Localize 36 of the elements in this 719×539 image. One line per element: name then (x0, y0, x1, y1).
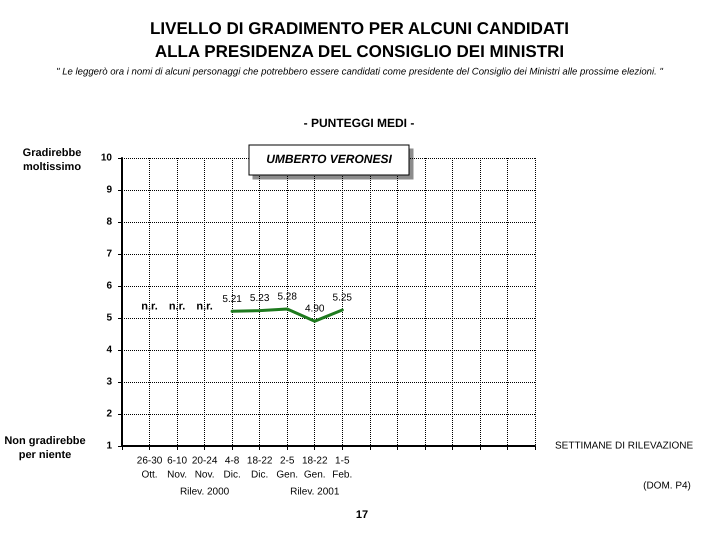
data-label: 5.25 (332, 292, 352, 304)
data-label: 5.28 (277, 292, 298, 303)
x-tick-label: 18-22 Gen. (302, 456, 328, 480)
annotation: UMBERTO VERONESI (266, 152, 392, 166)
y-tick-label: 8 (106, 216, 112, 228)
y-tick-label: 9 (106, 184, 112, 196)
chart-title: LIVELLO DI GRADIMENTO PER ALCUNI CANDIDATI ALLA PRESIDENZA DEL CONSIGLIO DEI MINISTRI (150, 19, 570, 61)
text: 17 (356, 509, 368, 521)
text: n.r. (196, 300, 213, 312)
x-axis-title: SETTIMANE DI RILEVAZIONE (555, 440, 694, 452)
text: Rilev. 2001 (290, 486, 340, 498)
text: - PUNTEGGI MEDI - (304, 116, 414, 130)
y-tick-label: 10 (100, 152, 112, 164)
text: Gradirebbe moltissimo (22, 147, 82, 173)
x-tick-label: 6-10 Nov. (167, 456, 188, 480)
text: (DOM. P4) (643, 480, 691, 492)
y-tick-label: 4 (106, 344, 112, 356)
x-tick-label: 2-5 Gen. (276, 456, 298, 480)
x-tick-label: 1-5 Feb. (332, 456, 352, 480)
y-tick-label: 5 (106, 312, 112, 324)
text: n.r. (141, 300, 158, 312)
y-tick-label: 2 (106, 408, 112, 420)
data-label: 5.23 (250, 293, 270, 304)
x-tick-label: 26-30 Ott. (136, 456, 163, 480)
x-tick-label: 20-24 Nov. (192, 456, 218, 480)
y-tick-label: 7 (106, 248, 112, 260)
y-tick-label: 3 (106, 376, 112, 388)
y-tick-label: 1 (106, 440, 112, 452)
y-tick-label: 6 (106, 280, 112, 292)
x-tick-label: 4-8 Dic. (224, 456, 241, 480)
text: Non gradirebbe per niente (4, 435, 86, 461)
text: n.r. (168, 300, 186, 312)
data-label: 5.21 (222, 294, 242, 305)
text: Rilev. 2000 (180, 486, 230, 498)
chart-subtitle: " Le leggerò ora i nomi di alcuni personaggi che potrebbero essere candidati come presidente del Consiglio dei Ministri alle prossime elezioni. " (56, 66, 664, 78)
x-tick-label: 18-22 Dic. (246, 456, 273, 480)
